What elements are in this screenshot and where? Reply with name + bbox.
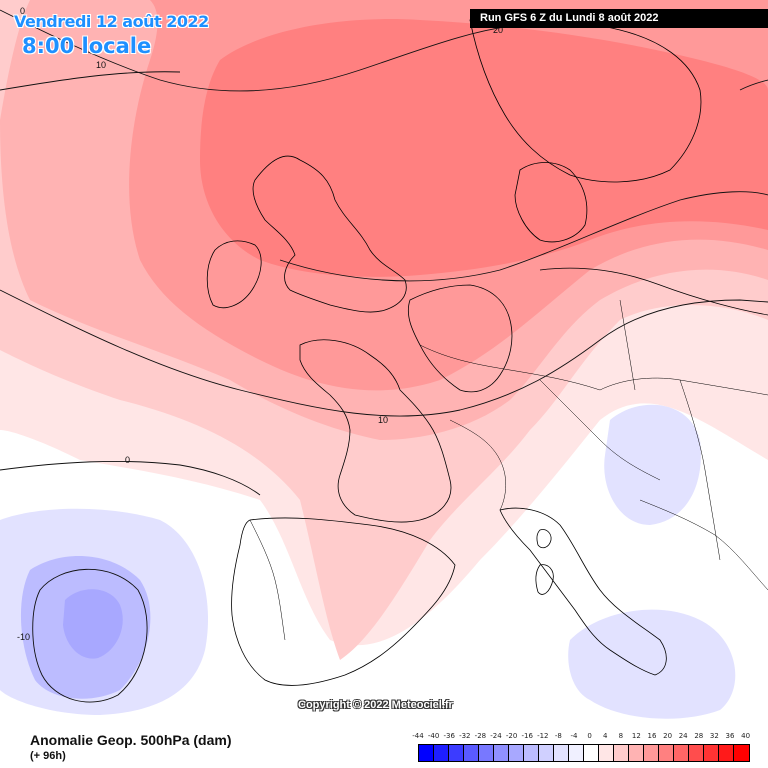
scale-tick-label: -36 <box>443 732 455 740</box>
footer-bar: Anomalie Geop. 500hPa (dam) (+ 96h) -44-… <box>0 728 768 768</box>
scale-tick-label: -20 <box>505 732 518 740</box>
geopotential-contours <box>0 9 768 703</box>
contour-label-20: 20 <box>493 25 503 35</box>
scale-tick-label: 4 <box>602 732 608 740</box>
scale-swatch <box>704 745 719 761</box>
scale-tick-label: 36 <box>725 732 735 740</box>
anomaly-negative-center <box>63 589 123 659</box>
anomaly-negative-south <box>568 609 736 719</box>
lead-time-label: (+ 96h) <box>30 750 66 762</box>
contour-labels: 0 10 20 10 0 -10 <box>17 6 503 642</box>
borders <box>249 299 768 641</box>
scale-swatch <box>614 745 629 761</box>
scale-swatch <box>569 745 584 761</box>
scale-swatch <box>659 745 674 761</box>
scale-swatch <box>434 745 449 761</box>
scale-tick-label: -8 <box>554 732 562 740</box>
scale-tick-label: 16 <box>647 732 657 740</box>
variable-title: Anomalie Geop. 500hPa (dam) <box>30 732 232 748</box>
scale-swatch <box>734 745 749 761</box>
color-scale-labels: -44 -40 -36 -32 -28 -24 -20 -16 -12 -8 -4 0 4 8 12 16 20… <box>412 732 754 742</box>
scale-swatch <box>524 745 539 761</box>
anomaly-map: 0 10 20 10 0 -10 <box>0 0 768 719</box>
contour-label-10-mid: 10 <box>378 415 388 425</box>
scale-tick-label: 40 <box>741 732 751 740</box>
scale-swatch <box>644 745 659 761</box>
scale-tick-label: -4 <box>570 732 578 740</box>
scale-swatch <box>494 745 509 761</box>
scale-swatch <box>599 745 614 761</box>
scale-tick-label: 28 <box>694 732 704 740</box>
scale-tick-label: -44 <box>412 732 424 740</box>
valid-date-title: Vendredi 12 août 2022 <box>14 12 209 31</box>
contour-label-10-top: 10 <box>96 60 106 70</box>
scale-swatch <box>689 745 704 761</box>
scale-swatch <box>449 745 464 761</box>
scale-tick-label: 20 <box>663 732 673 740</box>
run-info-box: Run GFS 6 Z du Lundi 8 août 2022 <box>470 9 768 28</box>
scale-swatch <box>479 745 494 761</box>
scale-tick-label: 24 <box>678 732 688 740</box>
scale-swatch <box>554 745 569 761</box>
scale-tick-label: 0 <box>587 732 592 740</box>
scale-tick-label: -40 <box>427 732 440 740</box>
scale-swatch <box>629 745 644 761</box>
scale-tick-label: 32 <box>709 732 719 740</box>
contour-label-0-mid: 0 <box>125 455 130 465</box>
scale-tick-label: 8 <box>618 732 624 740</box>
scale-swatch <box>584 745 599 761</box>
scale-swatch <box>674 745 689 761</box>
scale-swatch <box>419 745 434 761</box>
valid-time-title: 8:00 locale <box>22 34 152 58</box>
scale-tick-label: -28 <box>474 732 487 740</box>
scale-tick-label: -16 <box>521 732 533 740</box>
scale-tick-label: 12 <box>631 732 641 740</box>
scale-swatch <box>464 745 479 761</box>
scale-swatch <box>509 745 524 761</box>
scale-tick-label: -24 <box>490 732 502 740</box>
contour-label-0-top: 0 <box>20 6 25 16</box>
anomaly-negative-balkans <box>604 404 701 525</box>
scale-tick-label: -12 <box>537 732 549 740</box>
copyright-label: Copyright © 2022 Meteociel.fr <box>298 699 453 711</box>
scale-swatch <box>719 745 734 761</box>
scale-tick-label: -32 <box>459 732 471 740</box>
color-scale-bar <box>418 744 750 762</box>
anomaly-band-20 <box>200 19 768 277</box>
scale-swatch <box>539 745 554 761</box>
contour-label-minus10: -10 <box>17 632 30 642</box>
